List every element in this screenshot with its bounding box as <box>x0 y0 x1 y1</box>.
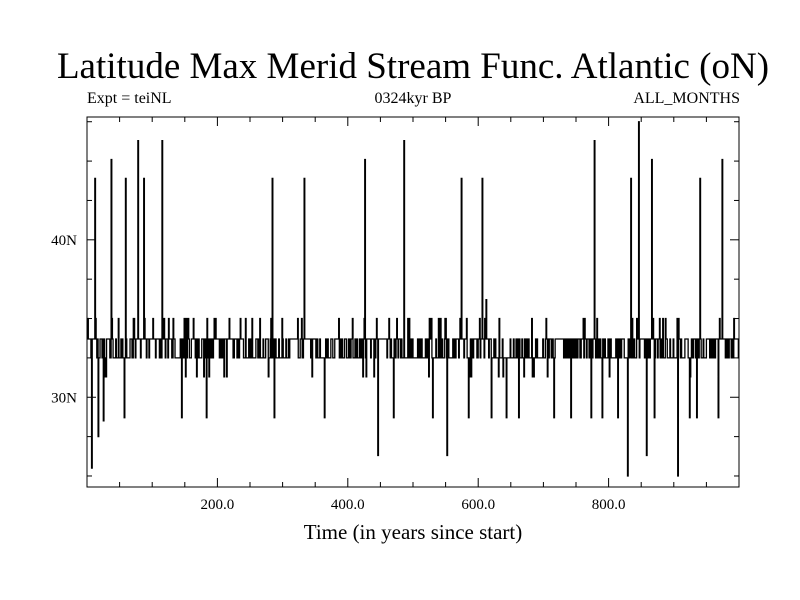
x-tick-label: 800.0 <box>592 497 626 513</box>
x-tick-label: 200.0 <box>201 497 235 513</box>
y-tick-label: 40N <box>51 233 77 249</box>
x-tick-label: 600.0 <box>461 497 495 513</box>
series-line <box>87 121 739 477</box>
y-tick-label: 30N <box>51 390 77 406</box>
experiment-label: Expt = teiNL <box>87 90 172 107</box>
months-label: ALL_MONTHS <box>633 90 740 107</box>
x-tick-label: 400.0 <box>331 497 365 513</box>
x-axis-label: Time (in years since start) <box>303 520 523 544</box>
period-label: 0324kyr BP <box>374 90 452 107</box>
chart-title: Latitude Max Merid Stream Func. Atlantic… <box>56 46 770 87</box>
plot-frame <box>86 116 740 488</box>
